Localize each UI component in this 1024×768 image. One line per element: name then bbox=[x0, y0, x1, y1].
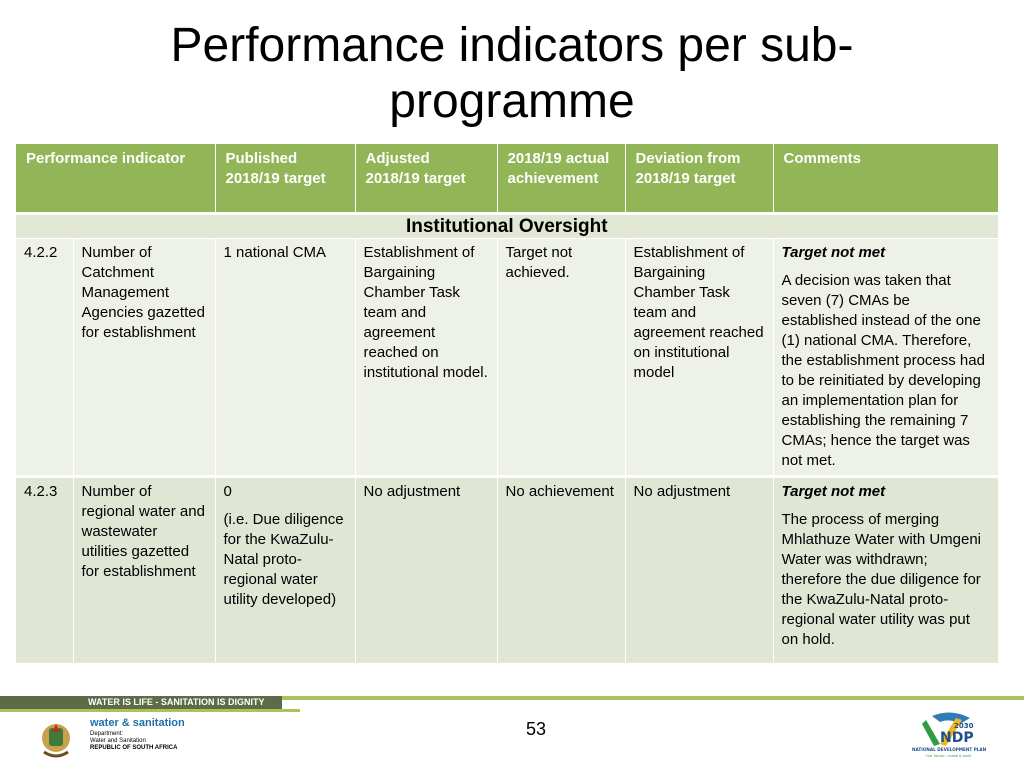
row-adjusted-target: Establishment of Bargaining Chamber Task… bbox=[355, 238, 498, 478]
comment-text: The process of merging Mhlathuze Water w… bbox=[781, 511, 982, 648]
page-title-line2: programme bbox=[389, 75, 635, 128]
published-target-value: 1 national CMA bbox=[223, 244, 327, 261]
footer-accent-line bbox=[282, 696, 1024, 700]
department-line1: Department: bbox=[90, 731, 124, 737]
ndp-tagline: Our future - make it work bbox=[926, 754, 972, 758]
footer-slogan: WATER IS LIFE - SANITATION IS DIGNITY bbox=[88, 697, 265, 707]
department-branding: water & sanitation Department: Water and… bbox=[90, 717, 185, 752]
ndp-full-name: NATIONAL DEVELOPMENT PLAN bbox=[912, 747, 987, 752]
footer-accent-line-lower bbox=[0, 709, 300, 712]
row-id: 4.2.3 bbox=[16, 476, 74, 663]
table-header-row: Performance indicator Published 2018/19 … bbox=[16, 144, 999, 215]
comment-text: A decision was taken that seven (7) CMAs… bbox=[781, 272, 985, 469]
row-actual: No achievement bbox=[497, 476, 626, 663]
row-id: 4.2.2 bbox=[16, 238, 74, 478]
row-published-target: 1 national CMA bbox=[215, 238, 356, 478]
column-header-published-target: Published 2018/19 target bbox=[215, 144, 356, 215]
department-line2: Water and Sanitation bbox=[90, 738, 146, 744]
page-number: 53 bbox=[525, 719, 547, 739]
column-header-deviation: Deviation from 2018/19 target bbox=[625, 144, 774, 215]
row-comments: Target not met The process of merging Mh… bbox=[773, 476, 999, 663]
ndp-year: 2030 bbox=[954, 722, 974, 730]
row-adjusted-target: No adjustment bbox=[355, 476, 498, 663]
footer-slogan-bar: WATER IS LIFE - SANITATION IS DIGNITY bbox=[0, 696, 282, 709]
row-comments: Target not met A decision was taken that… bbox=[773, 238, 999, 478]
department-line3: REPUBLIC OF SOUTH AFRICA bbox=[90, 745, 178, 751]
column-header-adjusted-target: Adjusted 2018/19 target bbox=[355, 144, 498, 215]
row-published-target: 0 (i.e. Due diligence for the KwaZulu-Na… bbox=[215, 476, 356, 663]
page-title-line1: Performance indicators per sub- bbox=[170, 19, 854, 72]
table-row: 4.2.2 Number of Catchment Management Age… bbox=[16, 238, 999, 478]
page-title: Performance indicators per sub- programm… bbox=[0, 18, 1024, 130]
published-target-note: (i.e. Due diligence for the KwaZulu-Nata… bbox=[223, 511, 344, 608]
row-indicator: Number of Catchment Management Agencies … bbox=[73, 238, 216, 478]
published-target-value: 0 bbox=[223, 483, 232, 500]
row-deviation: Establishment of Bargaining Chamber Task… bbox=[625, 238, 774, 478]
comment-status: Target not met bbox=[781, 483, 886, 500]
row-indicator: Number of regional water and wastewater … bbox=[73, 476, 216, 663]
table-row: 4.2.3 Number of regional water and waste… bbox=[16, 476, 999, 663]
coat-of-arms-icon bbox=[42, 724, 70, 758]
row-deviation: No adjustment bbox=[625, 476, 774, 663]
column-header-indicator: Performance indicator bbox=[16, 144, 216, 215]
row-actual: Target not achieved. bbox=[497, 238, 626, 478]
department-brand: water & sanitation bbox=[90, 717, 185, 729]
section-title: Institutional Oversight bbox=[16, 213, 999, 239]
comment-status: Target not met bbox=[781, 244, 886, 261]
ndp-name: NDP bbox=[940, 730, 974, 746]
column-header-actual-achievement: 2018/19 actual achievement bbox=[497, 144, 626, 215]
section-row: Institutional Oversight bbox=[16, 213, 999, 239]
column-header-comments: Comments bbox=[773, 144, 999, 215]
ndp-logo-icon: 2030 NDP NATIONAL DEVELOPMENT PLAN Our f… bbox=[912, 712, 987, 758]
performance-table: Performance indicator Published 2018/19 … bbox=[16, 144, 999, 663]
